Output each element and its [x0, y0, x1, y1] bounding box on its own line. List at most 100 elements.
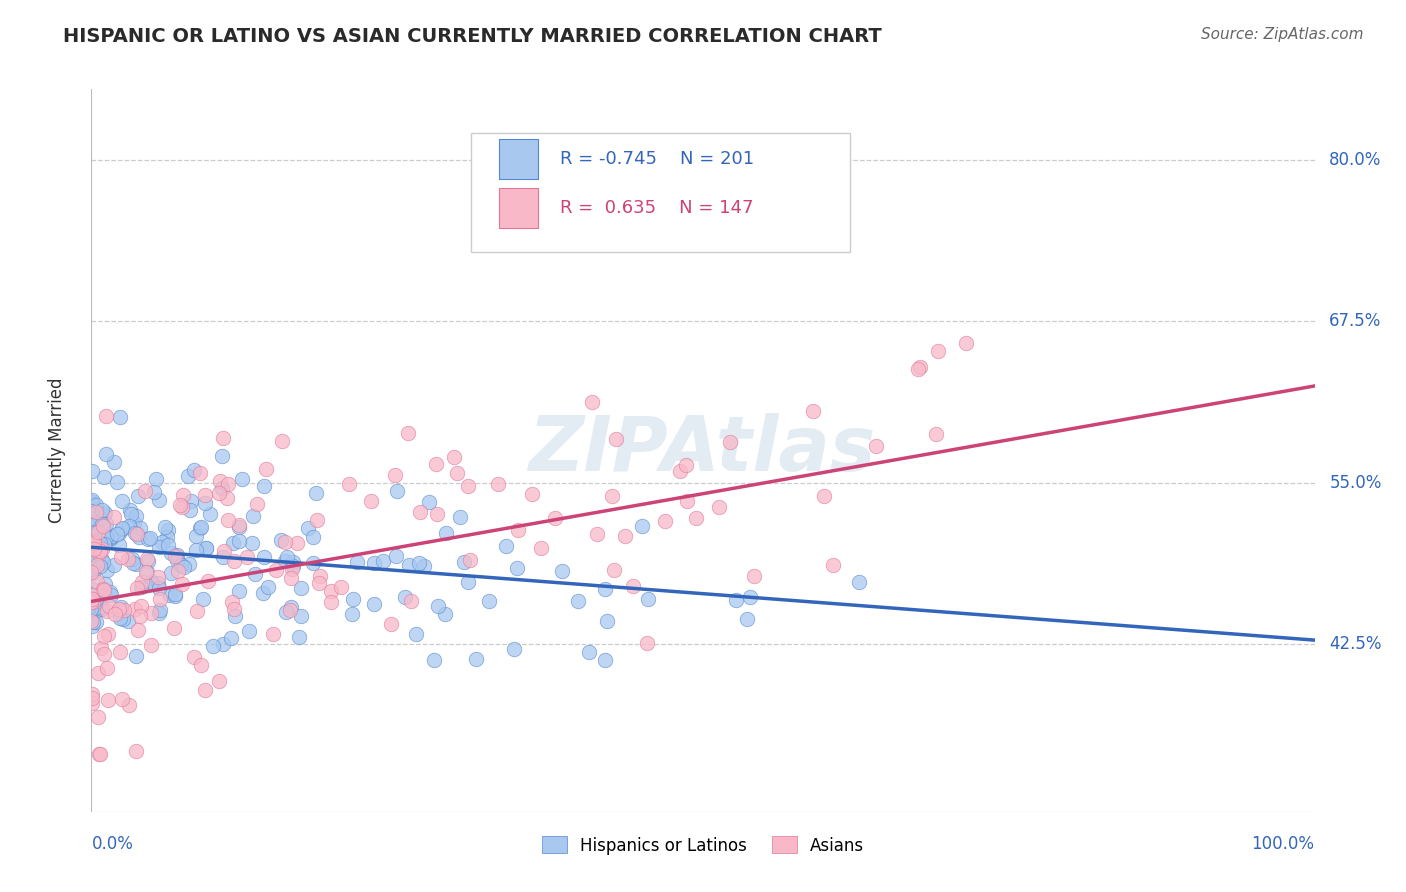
Point	[83, 536, 105, 550]
Text: 100.0%: 100.0%	[1251, 835, 1315, 853]
Point	[96, 447, 118, 461]
Point	[278, 602, 301, 616]
Point	[907, 362, 929, 376]
Point	[707, 500, 730, 515]
Point	[83, 533, 105, 548]
Point	[593, 652, 616, 666]
Point	[685, 511, 707, 525]
Point	[190, 520, 212, 534]
Point	[457, 479, 479, 493]
Point	[186, 529, 208, 543]
Point	[138, 531, 160, 545]
Point	[252, 586, 274, 600]
Point	[600, 489, 623, 503]
Point	[125, 557, 148, 571]
Point	[676, 493, 699, 508]
Point	[208, 674, 231, 689]
Point	[654, 514, 676, 528]
Point	[155, 520, 177, 534]
Point	[163, 590, 186, 604]
Point	[146, 570, 169, 584]
Point	[80, 492, 103, 507]
Point	[96, 409, 118, 423]
Point	[194, 682, 217, 697]
Point	[274, 534, 297, 549]
Point	[148, 581, 170, 595]
Point	[246, 497, 269, 511]
Point	[93, 629, 115, 643]
Point	[80, 602, 103, 616]
Point	[80, 526, 103, 541]
Point	[449, 510, 471, 524]
Point	[384, 549, 406, 563]
Point	[124, 526, 146, 541]
Point	[93, 470, 115, 484]
Point	[86, 534, 108, 549]
Point	[80, 534, 103, 549]
Point	[86, 666, 108, 681]
FancyBboxPatch shape	[499, 188, 538, 228]
Point	[262, 627, 284, 641]
Point	[434, 607, 457, 622]
Point	[93, 588, 115, 602]
Point	[453, 555, 475, 569]
Point	[426, 507, 449, 521]
Point	[170, 558, 193, 572]
Point	[586, 526, 609, 541]
Point	[91, 582, 114, 597]
Point	[243, 567, 266, 582]
Point	[82, 497, 104, 511]
Point	[602, 563, 624, 577]
Point	[955, 335, 977, 350]
Point	[107, 601, 129, 615]
Point	[170, 576, 193, 591]
Point	[105, 475, 128, 490]
Point	[86, 505, 108, 519]
Point	[87, 509, 110, 524]
Point	[120, 503, 142, 517]
Point	[675, 458, 697, 472]
Point	[209, 475, 232, 489]
Point	[96, 604, 118, 618]
Point	[160, 566, 183, 580]
Point	[297, 521, 319, 535]
Point	[100, 588, 122, 602]
Point	[148, 541, 170, 555]
Point	[80, 541, 103, 555]
Point	[636, 636, 658, 650]
Point	[631, 519, 654, 533]
Point	[157, 523, 180, 537]
Point	[166, 548, 188, 562]
Point	[141, 575, 163, 590]
Point	[156, 538, 179, 552]
Point	[160, 546, 183, 560]
Point	[97, 627, 120, 641]
Point	[125, 527, 148, 541]
Point	[80, 696, 103, 710]
Point	[89, 559, 111, 574]
Point	[669, 464, 692, 478]
Point	[865, 439, 887, 453]
Point	[271, 434, 294, 449]
Point	[93, 518, 115, 533]
Point	[908, 360, 931, 375]
Point	[283, 555, 305, 569]
Point	[110, 550, 132, 565]
Point	[86, 512, 108, 526]
Point	[319, 583, 342, 598]
Point	[212, 550, 235, 565]
Point	[200, 507, 222, 521]
Point	[80, 606, 103, 620]
Point	[125, 648, 148, 663]
Point	[224, 609, 246, 624]
Point	[330, 580, 353, 594]
Point	[86, 603, 108, 617]
Point	[103, 509, 125, 524]
Point	[718, 434, 741, 449]
Point	[522, 487, 544, 501]
Point	[191, 591, 214, 606]
Point	[398, 558, 420, 573]
Point	[80, 504, 103, 518]
Point	[84, 525, 107, 540]
Point	[139, 575, 162, 590]
